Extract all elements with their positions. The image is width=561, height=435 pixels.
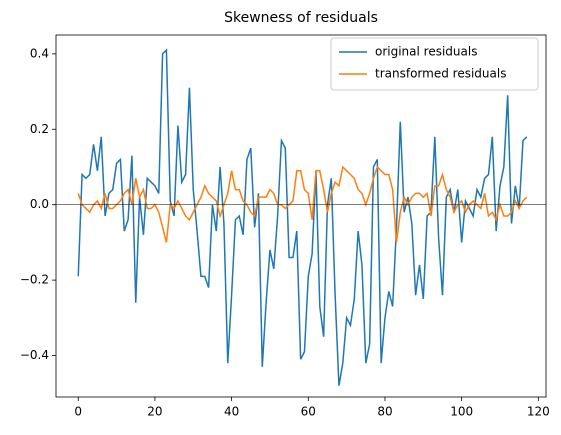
chart-title: Skewness of residuals xyxy=(224,10,378,26)
y-tick-label: −0.2 xyxy=(20,273,49,287)
y-tick-label: 0.0 xyxy=(30,197,49,211)
x-tick-label: 60 xyxy=(301,405,316,419)
x-tick-label: 80 xyxy=(377,405,392,419)
legend-box xyxy=(330,37,539,91)
y-tick-label: 0.4 xyxy=(30,46,49,60)
x-tick-label: 40 xyxy=(224,405,239,419)
legend-label: original residuals xyxy=(375,45,477,59)
x-tick-label: 20 xyxy=(147,405,162,419)
legend-label: transformed residuals xyxy=(375,67,506,81)
x-tick-label: 0 xyxy=(74,405,82,419)
y-tick-label: 0.2 xyxy=(30,122,49,136)
series-line xyxy=(77,48,528,386)
x-tick-label: 120 xyxy=(527,405,550,419)
axes-frame xyxy=(55,34,547,398)
x-tick-label: 100 xyxy=(450,405,473,419)
y-tick-label: −0.4 xyxy=(20,348,49,362)
